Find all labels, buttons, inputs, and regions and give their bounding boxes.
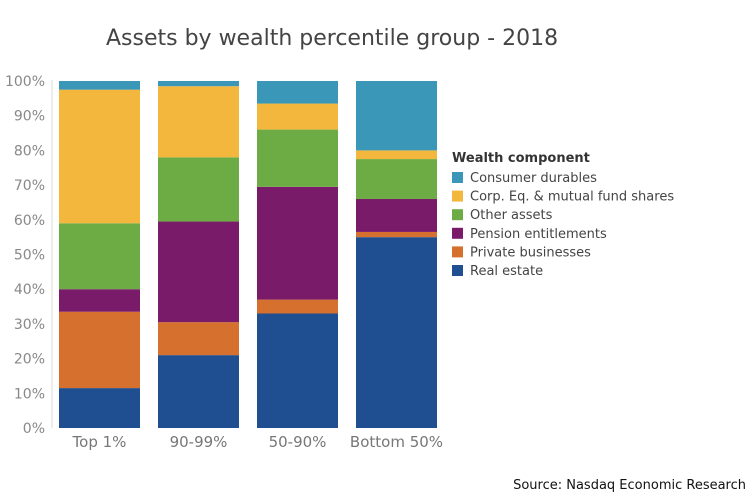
bar-segment <box>158 355 239 428</box>
bar-segment <box>356 150 437 160</box>
bar-segment <box>158 157 239 222</box>
legend-swatch <box>452 265 463 276</box>
bar-segment <box>158 81 239 87</box>
x-axis-ticks: Top 1% 90-99% 50-90% Bottom 50% <box>72 433 444 451</box>
bar-segment <box>257 129 338 187</box>
bar-segment <box>356 81 437 151</box>
legend-label: Pension entitlements <box>470 227 607 242</box>
x-tick-label: Top 1% <box>72 433 127 451</box>
y-axis-ticks: 0% 10% 20% 30% 40% 50% 60% 70% 80% 90% 100% <box>5 74 45 437</box>
x-tick-label: 90-99% <box>170 433 228 451</box>
y-tick-label: 80% <box>14 143 45 159</box>
legend-label: Real estate <box>470 264 543 279</box>
legend-label: Consumer durables <box>470 171 597 186</box>
legend-swatch <box>452 172 463 183</box>
legend-label: Corp. Eq. & mutual fund shares <box>470 190 674 205</box>
legend-title: Wealth component <box>452 151 590 166</box>
bar-segment <box>257 103 338 130</box>
legend-swatch <box>452 246 463 258</box>
bar-segment <box>59 89 140 224</box>
bar-segment <box>257 299 338 314</box>
bar-segment <box>356 159 437 199</box>
y-tick-label: 30% <box>14 317 45 333</box>
bar-segment <box>158 86 239 158</box>
bar-segment <box>356 237 437 428</box>
y-tick-label: 100% <box>5 74 45 90</box>
bar-segment <box>59 223 140 290</box>
source-note: Source: Nasdaq Economic Research <box>513 478 746 493</box>
bar-segment <box>356 231 437 238</box>
bar-segment <box>59 81 140 90</box>
bar-segment <box>59 289 140 312</box>
x-tick-label: 50-90% <box>269 433 327 451</box>
legend-swatch <box>452 227 463 239</box>
bar-segment <box>59 388 140 428</box>
y-tick-label: 60% <box>14 213 45 229</box>
legend-label: Other assets <box>470 208 553 223</box>
bar-segment <box>257 186 338 300</box>
y-tick-label: 50% <box>14 248 45 264</box>
y-tick-label: 70% <box>14 178 45 194</box>
bar-segment <box>257 313 338 428</box>
bars <box>59 81 437 428</box>
legend-swatch <box>452 209 463 221</box>
y-tick-label: 10% <box>14 386 45 402</box>
bar-segment <box>59 311 140 389</box>
y-tick-label: 0% <box>23 421 45 437</box>
chart-title: Assets by wealth percentile group - 2018 <box>106 26 558 51</box>
y-tick-label: 40% <box>14 282 45 298</box>
bar-segment <box>158 221 239 323</box>
y-tick-label: 20% <box>14 352 45 368</box>
y-tick-label: 90% <box>14 109 45 125</box>
bar-segment <box>356 198 437 232</box>
bar-segment <box>158 322 239 356</box>
legend: Wealth component Consumer durables Corp. … <box>452 151 674 279</box>
legend-swatch <box>452 190 463 202</box>
legend-label: Private businesses <box>470 245 591 260</box>
x-tick-label: Bottom 50% <box>350 433 443 451</box>
bar-segment <box>257 81 338 104</box>
